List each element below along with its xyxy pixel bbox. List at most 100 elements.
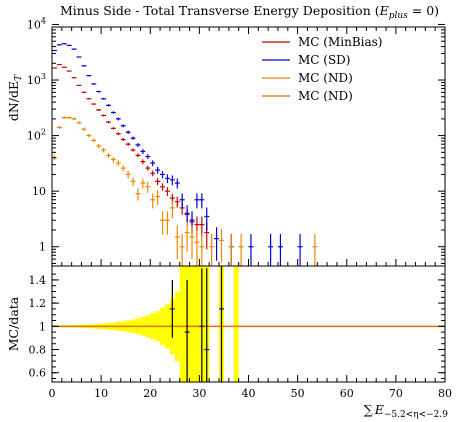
y-tick-label: 103 xyxy=(27,72,46,87)
legend-label: MC (ND) xyxy=(298,89,353,103)
data-point-mc-nd-2 xyxy=(164,211,170,235)
data-point-mc-nd-2 xyxy=(194,230,200,266)
data-point-mc-minbias-0 xyxy=(101,114,107,117)
data-point-mc-nd-2 xyxy=(130,177,136,186)
data-point-mc-minbias-0 xyxy=(130,148,136,152)
data-point-mc-minbias-0 xyxy=(66,70,72,72)
data-point-mc-minbias-0 xyxy=(155,178,161,186)
data-point-mc-sd-1 xyxy=(71,48,77,50)
data-point-mc-sd-1 xyxy=(268,233,274,266)
data-point-mc-minbias-0 xyxy=(174,196,180,208)
data-point-mc-sd-1 xyxy=(169,175,175,186)
data-point-mc-nd-2 xyxy=(150,193,156,209)
ratio-band-bin xyxy=(194,266,200,382)
data-point-mc-nd-2 xyxy=(179,233,185,266)
data-point-mc-sd-1 xyxy=(115,117,121,121)
y-tick-label: 1.2 xyxy=(29,297,47,310)
legend-entry: MC (MinBias) xyxy=(262,35,382,49)
x-tick-label: 30 xyxy=(192,387,206,400)
data-point-mc-sd-1 xyxy=(204,207,210,231)
ratio-point xyxy=(219,266,224,382)
data-point-mc-sd-1 xyxy=(106,104,111,107)
data-point-mc-sd-1 xyxy=(66,44,72,46)
y-tick-label: 1.4 xyxy=(29,274,47,287)
data-point-mc-nd-2 xyxy=(169,200,175,219)
data-point-mc-sd-1 xyxy=(110,111,116,114)
data-point-mc-nd-2 xyxy=(115,160,121,167)
data-point-mc-sd-1 xyxy=(86,74,92,77)
data-point-mc-minbias-0 xyxy=(106,120,111,124)
data-point-mc-minbias-0 xyxy=(96,108,102,111)
data-point-mc-sd-1 xyxy=(145,154,151,160)
top-panel-frame xyxy=(51,26,446,267)
data-point-mc-nd-2 xyxy=(312,233,318,266)
ratio-band-bin xyxy=(179,266,185,382)
x-axis-label: ∑ E−5.2<η<−2.9 xyxy=(364,402,449,420)
data-point-mc-sd-1 xyxy=(179,193,185,209)
data-point-mc-sd-1 xyxy=(174,178,180,189)
data-point-mc-nd-2 xyxy=(184,221,190,252)
x-tick-label: 60 xyxy=(340,387,354,400)
data-point-mc-nd-2 xyxy=(76,121,82,125)
x-tick-label: 80 xyxy=(438,387,452,400)
legend-label: MC (ND) xyxy=(298,71,353,85)
data-point-mc-minbias-0 xyxy=(120,138,126,142)
data-point-mc-sd-1 xyxy=(135,143,141,147)
data-point-mc-sd-1 xyxy=(130,136,136,140)
x-tick-label: 10 xyxy=(94,387,108,400)
x-tick-label: 70 xyxy=(389,387,403,400)
bottom-data-layer xyxy=(52,266,445,382)
x-tick-label: 50 xyxy=(291,387,305,400)
data-point-mc-sd-1 xyxy=(52,49,57,52)
data-point-mc-nd-2 xyxy=(155,190,161,206)
x-tick-label: 40 xyxy=(242,387,256,400)
data-point-mc-nd-2 xyxy=(135,188,141,201)
data-point-mc-nd-2 xyxy=(71,117,77,121)
y-tick-label: 10 xyxy=(32,185,46,198)
data-point-mc-sd-1 xyxy=(194,193,200,209)
data-point-mc-sd-1 xyxy=(160,171,165,179)
data-point-mc-nd-2 xyxy=(140,178,146,189)
data-point-mc-sd-1 xyxy=(101,97,107,100)
data-point-mc-sd-1 xyxy=(125,130,131,134)
ratio-point xyxy=(199,268,205,382)
data-point-mc-minbias-0 xyxy=(76,84,82,87)
top-data-layer xyxy=(52,43,318,266)
data-point-mc-sd-1 xyxy=(81,65,87,67)
x-axis: 0 10 20 30 40 50 60 70 80 xyxy=(49,375,452,400)
legend: MC (MinBias) MC (SD) MC (ND) MC (ND) xyxy=(262,35,382,103)
data-point-mc-minbias-0 xyxy=(160,183,165,191)
data-point-mc-nd-2 xyxy=(110,156,116,163)
data-point-mc-nd-2 xyxy=(209,233,215,266)
data-point-mc-nd-2 xyxy=(219,229,224,263)
y-tick-label: 104 xyxy=(27,16,46,31)
bottom-y-axis: 0.6 0.8 1 1.2 1.4 xyxy=(29,273,445,380)
ratio-point xyxy=(169,279,175,338)
bottom-panel: 0.6 0.8 1 1.2 1.4 0 10 20 30 40 50 60 70 80 xyxy=(29,265,452,400)
data-point-mc-sd-1 xyxy=(76,56,82,58)
data-point-mc-sd-1 xyxy=(140,149,146,154)
data-point-mc-minbias-0 xyxy=(164,187,170,196)
data-point-mc-nd-2 xyxy=(61,116,67,119)
data-point-mc-sd-1 xyxy=(96,90,102,93)
data-point-mc-minbias-0 xyxy=(125,142,131,146)
data-point-mc-nd-2 xyxy=(174,225,180,260)
legend-entry: MC (SD) xyxy=(262,53,351,67)
data-point-mc-minbias-0 xyxy=(110,127,116,130)
data-point-mc-minbias-0 xyxy=(71,77,77,79)
ratio-point xyxy=(204,268,210,382)
data-point-mc-sd-1 xyxy=(277,233,283,266)
data-point-mc-nd-2 xyxy=(199,233,205,266)
data-point-mc-nd-2 xyxy=(160,211,165,235)
data-point-mc-minbias-0 xyxy=(145,165,151,171)
data-point-mc-minbias-0 xyxy=(81,91,87,94)
data-point-mc-sd-1 xyxy=(91,83,97,85)
y-tick-label: 0.8 xyxy=(29,344,47,357)
data-point-mc-minbias-0 xyxy=(86,98,92,100)
ratio-band-bin xyxy=(189,266,195,382)
y-tick-label: 1 xyxy=(39,241,46,254)
data-point-mc-sd-1 xyxy=(150,160,156,167)
data-point-mc-sd-1 xyxy=(199,193,205,209)
x-tick-label: 20 xyxy=(143,387,157,400)
